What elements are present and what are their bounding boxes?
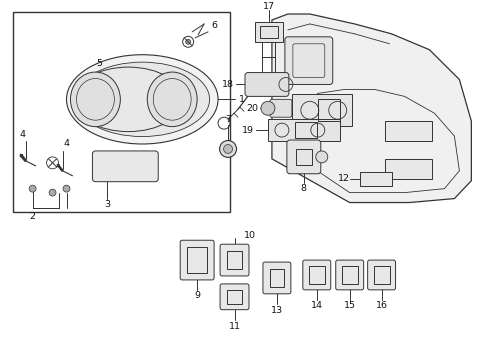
Text: 14: 14 — [310, 301, 322, 310]
Circle shape — [315, 151, 327, 163]
Text: 6: 6 — [211, 22, 217, 31]
Bar — [373, 266, 389, 284]
Text: 1: 1 — [239, 95, 244, 104]
Text: 7: 7 — [224, 115, 230, 124]
FancyBboxPatch shape — [263, 262, 290, 294]
Bar — [295, 149, 311, 165]
FancyArrow shape — [20, 154, 26, 161]
Bar — [226, 251, 242, 269]
Circle shape — [223, 144, 232, 153]
Text: 3: 3 — [104, 200, 110, 209]
Text: 20: 20 — [245, 104, 258, 113]
Circle shape — [185, 39, 190, 44]
FancyBboxPatch shape — [286, 140, 320, 174]
FancyArrow shape — [57, 164, 63, 171]
Bar — [260, 26, 277, 38]
Bar — [384, 159, 431, 179]
Circle shape — [63, 185, 70, 192]
Circle shape — [29, 185, 36, 192]
Ellipse shape — [147, 72, 197, 127]
Text: 2: 2 — [30, 212, 36, 221]
FancyBboxPatch shape — [220, 284, 248, 310]
Bar — [269, 269, 284, 287]
Text: 18: 18 — [222, 80, 234, 89]
Ellipse shape — [66, 55, 218, 144]
Bar — [359, 172, 391, 186]
Bar — [226, 290, 242, 304]
FancyBboxPatch shape — [335, 260, 363, 290]
Text: 11: 11 — [228, 322, 241, 331]
Bar — [384, 121, 431, 141]
Text: 5: 5 — [96, 59, 102, 68]
Text: 13: 13 — [270, 306, 283, 315]
Bar — [267, 119, 339, 141]
Text: 12: 12 — [337, 174, 349, 183]
Bar — [294, 122, 316, 138]
Bar — [13, 12, 229, 212]
Text: 4: 4 — [20, 130, 25, 139]
Circle shape — [219, 140, 236, 157]
Circle shape — [49, 189, 56, 196]
FancyBboxPatch shape — [180, 240, 214, 280]
Bar — [254, 22, 283, 42]
Bar — [187, 247, 207, 273]
Ellipse shape — [75, 62, 209, 136]
Bar — [291, 94, 351, 126]
Text: 19: 19 — [242, 126, 253, 135]
FancyBboxPatch shape — [220, 244, 248, 276]
FancyBboxPatch shape — [244, 73, 288, 96]
FancyBboxPatch shape — [285, 37, 332, 85]
Text: 15: 15 — [343, 301, 355, 310]
FancyBboxPatch shape — [302, 260, 330, 290]
FancyBboxPatch shape — [269, 99, 291, 117]
FancyBboxPatch shape — [367, 260, 395, 290]
Text: 17: 17 — [263, 1, 274, 10]
Polygon shape — [271, 14, 470, 203]
Circle shape — [261, 101, 274, 115]
Text: 9: 9 — [194, 291, 200, 300]
Bar — [308, 266, 324, 284]
FancyBboxPatch shape — [92, 151, 158, 182]
Text: 16: 16 — [375, 301, 387, 310]
Text: 4: 4 — [63, 139, 69, 148]
Text: 8: 8 — [300, 184, 306, 193]
Bar — [317, 99, 339, 121]
Text: 10: 10 — [244, 231, 255, 240]
Bar — [341, 266, 357, 284]
Ellipse shape — [70, 72, 120, 127]
